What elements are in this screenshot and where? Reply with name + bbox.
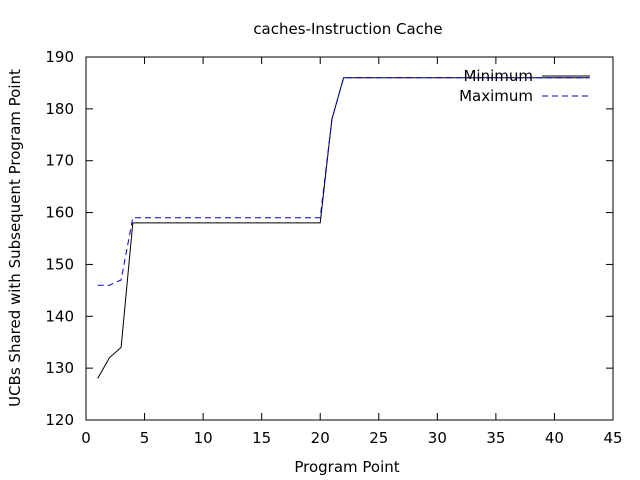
x-tick-label: 40	[545, 429, 564, 447]
y-tick-label: 170	[45, 152, 74, 170]
legend-label-maximum: Maximum	[459, 87, 533, 105]
x-tick-label: 10	[194, 429, 213, 447]
plot-frame	[85, 56, 614, 421]
y-axis-label: UCBs Shared with Subsequent Program Poin…	[6, 69, 24, 407]
x-axis-label: Program Point	[294, 458, 399, 476]
y-tick-label: 120	[45, 411, 74, 429]
y-tick-label: 160	[45, 204, 74, 222]
y-tick-label: 130	[45, 359, 74, 377]
legend: Minimum Maximum	[459, 67, 590, 105]
y-tick-label: 150	[45, 255, 74, 273]
y-tick-label: 180	[45, 100, 74, 118]
y-tick-label: 190	[45, 48, 74, 66]
x-tick-label: 35	[486, 429, 505, 447]
x-tick-label: 30	[428, 429, 447, 447]
x-tick-label: 20	[311, 429, 330, 447]
chart-title: caches-Instruction Cache	[253, 20, 442, 38]
x-tick-label: 25	[369, 429, 388, 447]
x-tick-label: 5	[140, 429, 150, 447]
x-tick-label: 0	[81, 429, 91, 447]
series-maximum-line	[97, 77, 590, 286]
series-minimum-line	[97, 77, 590, 379]
series-group	[97, 77, 590, 379]
x-tick-label: 15	[252, 429, 271, 447]
y-tick-label: 140	[45, 307, 74, 325]
x-tick-label: 45	[603, 429, 622, 447]
axes-group: 0 5 10 15 20 25 30 35 40 45 120 130 140 150 160 170 180 1…	[45, 48, 622, 447]
legend-label-minimum: Minimum	[463, 67, 533, 85]
